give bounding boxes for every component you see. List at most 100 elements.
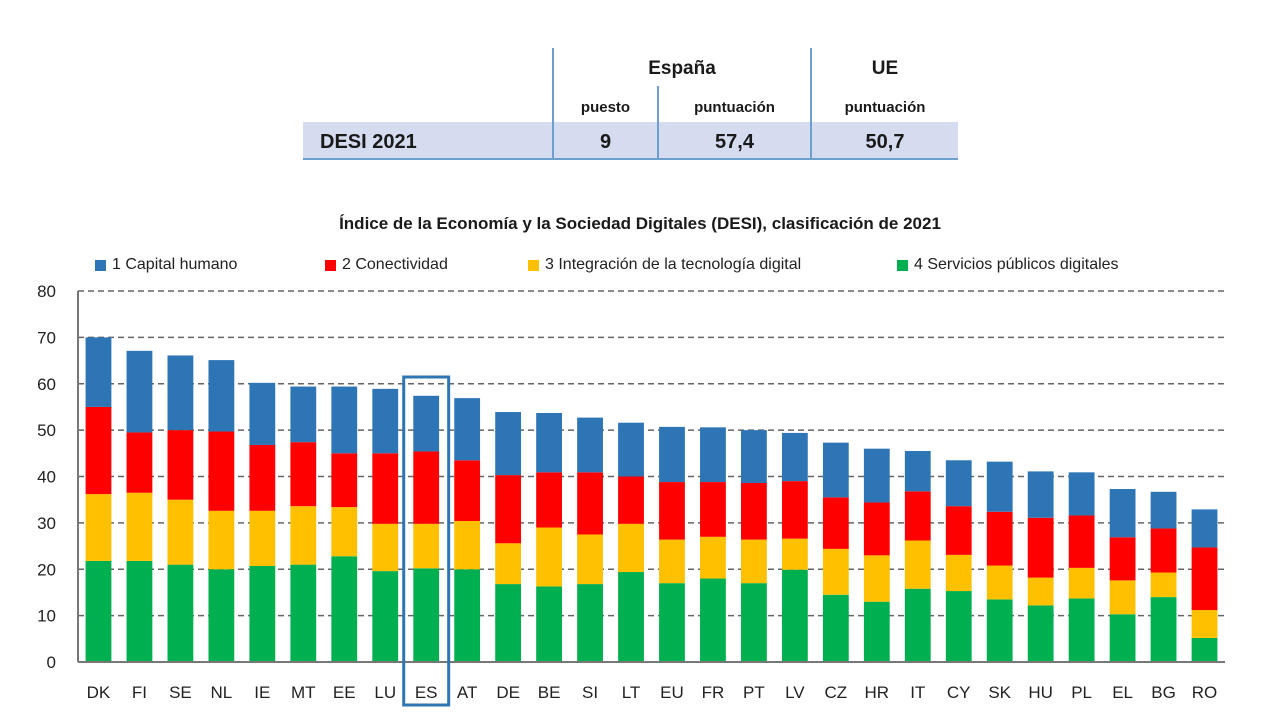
x-tick-label: LU <box>374 683 396 702</box>
x-tick-label: EE <box>333 683 356 702</box>
x-tick-label: SE <box>169 683 192 702</box>
bar-segment-ro <box>1191 610 1218 638</box>
bar-segment-de <box>495 412 522 476</box>
bar-segment-ie <box>249 444 276 511</box>
bar-segment-ee <box>331 453 358 508</box>
bar-segment-eu <box>659 539 685 584</box>
bar-segment-ie <box>249 566 276 662</box>
bar-segment-nl <box>208 569 235 662</box>
x-tick-label: PL <box>1071 683 1092 702</box>
value-puntuacion-espana: 57,4 <box>715 131 754 153</box>
value-puntuacion-ue: 50,7 <box>865 131 905 153</box>
x-tick-label: EL <box>1112 683 1133 702</box>
bar-segment-pt <box>741 482 767 540</box>
bar-segment-cy <box>945 506 972 555</box>
bar-segment-lu <box>372 388 399 454</box>
bar-segment-lt <box>618 422 644 477</box>
bar-segment-hr <box>863 555 890 602</box>
bar-segment-sk <box>986 565 1013 600</box>
bar-segment-cz <box>822 442 849 498</box>
legend-swatch-icon <box>528 259 539 271</box>
bar-segment-pl <box>1068 598 1095 662</box>
bar-segment-cy <box>945 554 972 592</box>
bar-segment-si <box>577 534 603 585</box>
bar-segment-sk <box>986 461 1013 512</box>
bar-segment-dk <box>85 560 112 662</box>
bar-segment-it <box>904 450 931 492</box>
bar-segment-be <box>536 412 562 473</box>
bar-segment-eu <box>659 426 685 483</box>
bar-segment-mt <box>290 386 317 443</box>
bar-segment-de <box>495 475 522 544</box>
bar-segment-hr <box>863 448 890 503</box>
header-puesto: puesto <box>580 99 631 116</box>
bar-segment-it <box>904 540 931 589</box>
desi-summary-table: España UE puesto puntuación puntuación D… <box>0 0 1280 180</box>
bar-segment-lv <box>781 432 808 482</box>
bar-segment-de <box>495 543 522 585</box>
header-espana: España <box>648 58 716 79</box>
x-tick-label: HU <box>1028 683 1053 702</box>
bar-segment-be <box>536 586 562 662</box>
bar-segment-mt <box>290 564 317 662</box>
bar-segment-si <box>577 472 603 535</box>
bar-segment-pt <box>741 539 767 584</box>
bar-segment-pl <box>1068 567 1095 599</box>
x-tick-label: ES <box>415 683 438 702</box>
bar-segment-es <box>413 451 440 524</box>
highlight-box <box>402 375 451 707</box>
legend-label: 1 Capital humano <box>112 256 238 273</box>
bar-segment-ee <box>331 556 358 662</box>
x-tick-label: IT <box>910 683 925 702</box>
bar-segment-be <box>536 472 562 528</box>
bar-segment-pt <box>741 583 767 662</box>
bar-segment-ie <box>249 382 276 445</box>
bar-segment-lu <box>372 523 399 572</box>
bar-segment-it <box>904 491 931 541</box>
x-tick-label: HR <box>865 683 890 702</box>
y-tick-label: 40 <box>37 468 56 487</box>
bar-segment-at <box>454 398 481 461</box>
bar-segment-eu <box>659 583 685 662</box>
bar-segment-nl <box>208 510 235 570</box>
bar-segment-dk <box>85 494 112 561</box>
x-tick-label: LV <box>785 683 805 702</box>
bar-segment-bg <box>1150 491 1177 529</box>
x-tick-label: RO <box>1192 683 1218 702</box>
bar-segment-mt <box>290 442 317 507</box>
bar-segment-bg <box>1150 597 1177 662</box>
legend-swatch-icon <box>897 259 908 271</box>
bar-segment-nl <box>208 431 235 511</box>
x-tick-label: FR <box>702 683 725 702</box>
bar-segment-fi <box>126 560 153 662</box>
bar-segment-ro <box>1191 547 1218 611</box>
bar-segment-it <box>904 588 931 662</box>
x-tick-label: CZ <box>825 683 848 702</box>
chart-title: Índice de la Economía y la Sociedad Digi… <box>339 214 941 233</box>
bar-segment-hr <box>863 601 890 662</box>
x-tick-label: IE <box>254 683 270 702</box>
y-tick-label: 30 <box>37 514 56 533</box>
bar-segment-at <box>454 569 481 662</box>
bar-segment-fi <box>126 432 153 493</box>
bar-segment-fr <box>700 482 726 537</box>
x-tick-label: SK <box>988 683 1011 702</box>
bar-segment-lt <box>618 572 644 662</box>
bar-segment-lt <box>618 523 644 573</box>
highlight-es-box <box>402 375 451 707</box>
bar-segment-sk <box>986 599 1013 662</box>
x-tick-label: MT <box>291 683 316 702</box>
x-tick-label: NL <box>211 683 233 702</box>
y-tick-label: 70 <box>37 328 56 347</box>
bar-segment-cz <box>822 548 849 595</box>
x-tick-label: AT <box>457 683 477 702</box>
bar-segment-el <box>1109 614 1136 662</box>
bar-segment-lv <box>781 538 808 570</box>
y-tick-label: 20 <box>37 560 56 579</box>
bar-segment-hr <box>863 502 890 556</box>
bar-segment-hu <box>1027 605 1054 662</box>
bar-segment-hu <box>1027 517 1054 578</box>
x-tick-label: DK <box>87 683 111 702</box>
bar-segment-fr <box>700 536 726 579</box>
y-tick-label: 80 <box>37 282 56 301</box>
